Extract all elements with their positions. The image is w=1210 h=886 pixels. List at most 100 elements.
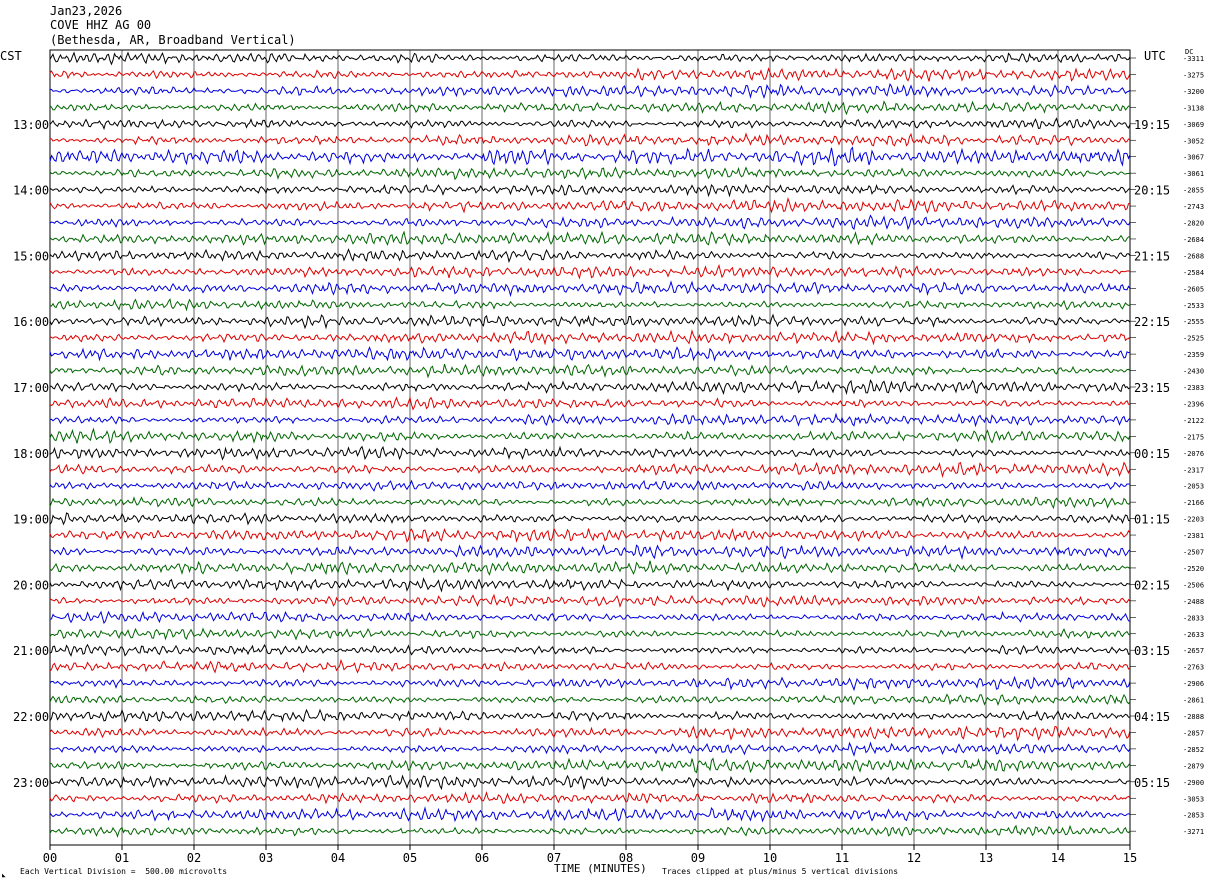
clipping-note: Traces clipped at plus/minus 5 vertical …: [662, 867, 899, 876]
right-hour-label: 22:15: [1134, 315, 1170, 329]
x-tick-label: 02: [187, 851, 201, 865]
dc-offset-label: -2657: [1183, 647, 1204, 655]
seismic-trace: [49, 693, 1131, 707]
x-tick-label: 10: [763, 851, 777, 865]
seismic-trace: [49, 560, 1131, 576]
dc-offset-label: -3061: [1183, 170, 1204, 178]
seismic-trace: [49, 725, 1131, 742]
seismic-trace: [49, 643, 1131, 657]
seismic-trace: [49, 132, 1131, 147]
seismic-trace: [49, 363, 1131, 379]
seismic-trace: [49, 67, 1131, 82]
seismic-trace: [49, 412, 1131, 428]
seismic-trace: [49, 280, 1131, 298]
seismic-trace: [49, 577, 1131, 593]
x-tick-label: 13: [979, 851, 993, 865]
right-hour-label: 03:15: [1134, 644, 1170, 658]
x-tick-label: 12: [907, 851, 921, 865]
dc-offset-label: -2900: [1183, 779, 1204, 787]
dc-offset-label: -2855: [1183, 187, 1204, 195]
x-tick-label: 08: [619, 851, 633, 865]
seismic-trace: [49, 675, 1131, 692]
left-hour-label: 17:00: [13, 381, 49, 395]
seismic-trace: [49, 329, 1131, 346]
dc-offset-label: -2684: [1183, 236, 1204, 244]
dc-offset-label: -2820: [1183, 220, 1204, 228]
right-hour-label: 00:15: [1134, 447, 1170, 461]
seismic-trace: [49, 166, 1131, 181]
dc-offset-label: -2507: [1183, 549, 1204, 557]
seismic-trace: [49, 741, 1131, 757]
x-axis-title: TIME (MINUTES): [554, 862, 647, 875]
dc-offset-label: -2861: [1183, 697, 1204, 705]
seismic-trace: [49, 230, 1131, 247]
dc-offset-label: -3067: [1183, 154, 1204, 162]
left-hour-label: 20:00: [13, 578, 49, 592]
dc-offset-label: -2555: [1183, 318, 1204, 326]
dc-offset-label: -2906: [1183, 680, 1204, 688]
seismic-trace: [49, 100, 1131, 116]
dc-offset-label: -2879: [1183, 762, 1204, 770]
dc-offset-label: -2852: [1183, 746, 1204, 754]
seismic-trace: [49, 593, 1131, 608]
seismic-trace: [49, 346, 1131, 362]
x-tick-label: 07: [547, 851, 561, 865]
right-hour-label: 02:15: [1134, 578, 1170, 592]
dc-offset-label: -2076: [1183, 450, 1204, 458]
x-tick-label: 09: [691, 851, 705, 865]
seismic-trace: [49, 427, 1131, 445]
seismic-trace: [49, 379, 1131, 396]
seismic-trace: [49, 263, 1131, 280]
seismic-trace: [49, 627, 1131, 641]
dc-offset-label: -2053: [1183, 483, 1204, 491]
seismic-trace: [49, 610, 1131, 625]
left-timezone-label: CST: [0, 49, 22, 63]
dc-offset-label: -2203: [1183, 516, 1204, 524]
dc-offset-label: -3069: [1183, 121, 1204, 129]
dc-offset-label: -2166: [1183, 499, 1204, 507]
x-tick-label: 15: [1123, 851, 1137, 865]
dc-offset-header: DC: [1185, 48, 1194, 56]
dc-offset-label: -2396: [1183, 400, 1204, 408]
x-tick-label: 03: [259, 851, 273, 865]
seismic-trace: [49, 146, 1131, 167]
seismic-trace: [49, 196, 1130, 214]
seismic-trace: [49, 396, 1131, 411]
seismic-trace: [49, 543, 1131, 560]
x-tick-label: 04: [331, 851, 345, 865]
dc-offset-label: -2383: [1183, 384, 1204, 392]
seismic-trace: [49, 806, 1131, 823]
seismic-trace: [49, 117, 1131, 131]
dc-offset-label: -2633: [1183, 631, 1204, 639]
dc-offset-label: -2317: [1183, 466, 1204, 474]
dc-offset-label: -2381: [1183, 532, 1204, 540]
seismic-trace: [49, 791, 1131, 805]
dc-offset-label: -3200: [1183, 88, 1204, 96]
left-hour-label: 15:00: [13, 249, 49, 263]
seismic-trace: [49, 461, 1131, 478]
x-tick-label: 01: [115, 851, 129, 865]
logo-mark-icon: ◣: [2, 872, 6, 879]
x-tick-label: 14: [1051, 851, 1065, 865]
dc-offset-label: -2833: [1183, 614, 1204, 622]
right-hour-label: 23:15: [1134, 381, 1170, 395]
dc-offset-label: -2122: [1183, 417, 1204, 425]
plot-frame: [49, 49, 1131, 846]
seismic-trace: [49, 774, 1131, 791]
x-tick-label: 06: [475, 851, 489, 865]
seismic-trace: [49, 313, 1131, 330]
seismic-trace: [49, 708, 1131, 723]
station-location: (Bethesda, AR, Broadband Vertical): [50, 33, 296, 47]
dc-offset-label: -2525: [1183, 335, 1204, 343]
left-hour-label: 13:00: [13, 118, 49, 132]
seismic-trace: [49, 445, 1131, 461]
seismic-trace: [49, 248, 1131, 264]
seismic-traces: [49, 51, 1131, 838]
right-timezone-label: UTC: [1144, 49, 1166, 63]
right-hour-label: 20:15: [1134, 184, 1170, 198]
dc-offset-label: -2853: [1183, 812, 1204, 820]
dc-offset-label: -2533: [1183, 302, 1204, 310]
vertical-division-note: Each Vertical Division = 500.00 microvol…: [20, 867, 228, 876]
seismic-trace: [49, 83, 1131, 100]
seismic-trace: [49, 298, 1131, 312]
